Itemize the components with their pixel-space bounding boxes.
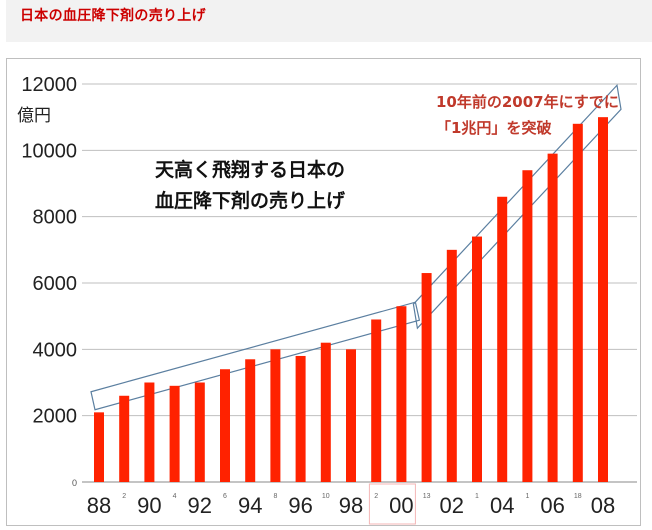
x-tick-label: 88 [87,493,111,518]
bar-1996 [295,355,306,482]
header-bar: 日本の血圧降下剤の売り上げ [6,0,652,42]
bar-2004 [497,196,508,482]
bar-2005 [522,170,533,482]
bar-2006 [547,153,558,482]
x-minor-label: 8 [273,493,277,500]
x-tick-label: 90 [137,493,161,518]
x-minor-label: 2 [122,493,126,500]
x-minor-label: 1 [525,493,529,500]
bar-2003 [472,236,482,482]
annotation-line: 「1兆円」を突破 [436,119,551,137]
x-tick-label: 92 [188,493,212,518]
y-tick-label: 4000 [33,339,78,361]
chart-title-line: 天高く飛翔する日本の [155,158,345,181]
x-minor-label: 10 [322,493,330,500]
bar-2007 [572,123,583,483]
trend-band-1 [90,301,421,411]
bar-1995 [270,349,281,482]
x-minor-label: 6 [223,493,227,500]
bar-1992 [194,382,205,482]
bar-2001 [421,273,432,482]
bar-2002 [446,249,457,482]
bar-2008 [598,117,608,482]
x-tick-label: 02 [440,493,464,518]
page-title: 日本の血圧降下剤の売り上げ [20,8,206,24]
y-tick-label: 6000 [33,273,78,295]
bar-1998 [346,349,356,482]
annotation-line: 10年前の2007年にすでに [436,93,619,111]
x-tick-label: 00 [389,493,413,518]
y-tick-label: 2000 [33,406,78,428]
x-minor-label: 2 [374,493,378,500]
x-minor-label: 4 [173,493,177,500]
x-tick-label: 08 [591,493,615,518]
x-tick-label: 96 [288,493,312,518]
bar-1999 [371,319,382,482]
highlight-box [368,483,416,525]
x-tick-label: 94 [238,493,262,518]
bar-1988 [94,412,104,482]
bar-1994 [245,359,256,482]
bar-1989 [119,395,130,482]
y-tick-label: 10000 [21,140,77,162]
x-minor-label: 13 [423,493,431,500]
y-axis-unit: 億円 [17,106,51,126]
chart-frame: 12000 10000 8000 6000 4000 2000 0 億円 88 90 92 94 96… [6,58,641,526]
y-tick-label-zero: 0 [72,478,77,488]
y-tick-label: 8000 [33,207,78,229]
x-tick-label: 06 [540,493,564,518]
bar-1993 [220,369,230,482]
y-tick-label: 12000 [21,74,77,96]
x-tick-label: 98 [339,493,363,518]
x-minor-label: 1 [475,493,479,500]
bar-2000 [396,306,407,482]
chart-title-line: 血圧降下剤の売り上げ [155,189,346,212]
bar-1990 [144,382,155,482]
chart: 12000 10000 8000 6000 4000 2000 0 億円 88 90 92 94 96… [17,74,637,525]
x-tick-label: 04 [490,493,514,518]
bar-1997 [320,342,331,482]
x-minor-label: 18 [574,493,582,500]
bar-1991 [169,385,180,482]
